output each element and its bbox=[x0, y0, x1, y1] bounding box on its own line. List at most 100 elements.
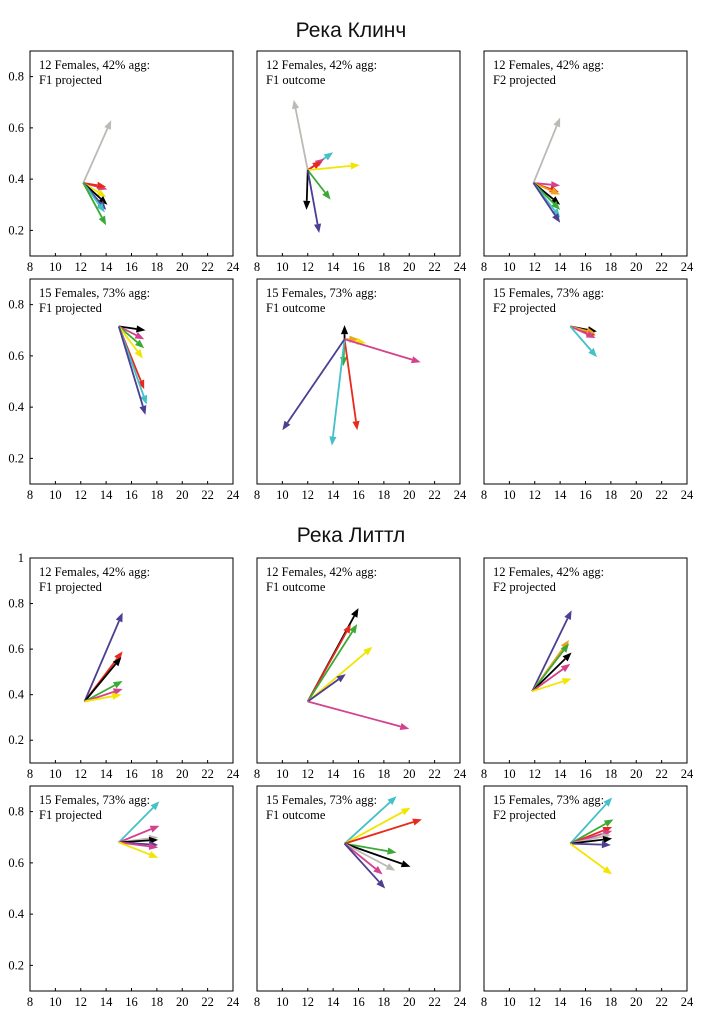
arrow-head bbox=[96, 189, 107, 198]
arrow-head bbox=[148, 851, 159, 858]
x-tick-label: 22 bbox=[201, 995, 214, 1009]
x-tick-label: 10 bbox=[49, 767, 62, 781]
arrow-shaft bbox=[344, 842, 403, 865]
x-tick-label: 16 bbox=[579, 995, 592, 1009]
x-tick-label: 8 bbox=[254, 488, 260, 502]
arrow-shaft bbox=[82, 128, 109, 184]
vector-arrow-green bbox=[344, 842, 397, 855]
x-tick-label: 16 bbox=[579, 260, 592, 274]
arrow-head bbox=[98, 196, 108, 205]
vector-arrow-cyan bbox=[569, 797, 613, 845]
vector-arrow-purple bbox=[307, 674, 346, 703]
x-tick-label: 16 bbox=[352, 260, 365, 274]
vector-arrow-black bbox=[83, 657, 122, 703]
y-tick-label: 0.2 bbox=[8, 733, 24, 747]
arrow-shaft bbox=[344, 811, 404, 845]
arrow-shaft bbox=[118, 325, 137, 330]
vector-arrow-magenta bbox=[569, 325, 596, 338]
vector-arrow-magenta bbox=[531, 663, 571, 692]
x-tick-label: 24 bbox=[454, 260, 467, 274]
vector-arrow-yellow bbox=[307, 162, 360, 172]
x-tick-label: 14 bbox=[327, 488, 340, 502]
chart-panel: 15 Females, 73% agg:F1 projected 8 10 12 14 1… bbox=[8, 278, 240, 502]
x-tick-label: 18 bbox=[151, 995, 164, 1009]
arrow-head bbox=[387, 796, 397, 805]
arrow-head bbox=[551, 200, 561, 210]
arrow-head bbox=[550, 196, 561, 205]
panel-label-group: 15 Females, 73% agg: bbox=[493, 793, 604, 807]
arrow-head bbox=[323, 152, 334, 161]
panel-label-generation: F2 projected bbox=[493, 808, 557, 822]
x-tick-label: 22 bbox=[201, 488, 214, 502]
arrow-shaft bbox=[307, 651, 367, 703]
arrow-shaft bbox=[118, 807, 154, 844]
vector-arrow-green bbox=[531, 643, 570, 692]
x-tick-label: 12 bbox=[529, 767, 542, 781]
vector-arrow-magenta bbox=[118, 841, 159, 850]
arrow-head bbox=[602, 836, 613, 844]
x-tick-label: 12 bbox=[302, 767, 315, 781]
arrow-shaft bbox=[307, 678, 340, 703]
arrow-shaft bbox=[84, 684, 116, 703]
arrow-shaft bbox=[343, 842, 377, 870]
vector-arrow-green bbox=[307, 169, 331, 200]
x-tick-label: 20 bbox=[630, 995, 643, 1009]
vector-arrow-gray bbox=[344, 842, 396, 871]
y-tick-label: 0.4 bbox=[8, 172, 24, 186]
vector-arrow-magenta bbox=[307, 700, 410, 730]
x-tick-label: 16 bbox=[352, 767, 365, 781]
x-tick-label: 8 bbox=[481, 260, 487, 274]
arrow-head bbox=[376, 879, 386, 889]
x-tick-label: 20 bbox=[630, 767, 643, 781]
x-tick-label: 20 bbox=[403, 767, 416, 781]
panel-label-generation: F1 outcome bbox=[266, 301, 326, 315]
panel-label-generation: F1 outcome bbox=[266, 73, 326, 87]
x-tick-label: 18 bbox=[151, 488, 164, 502]
vector-arrow-green bbox=[306, 624, 358, 702]
vector-arrow-magenta bbox=[343, 842, 383, 875]
x-tick-label: 20 bbox=[176, 767, 189, 781]
arrow-head bbox=[373, 865, 383, 875]
panel-label-group: 12 Females, 42% agg: bbox=[493, 58, 604, 72]
vector-arrow-purple bbox=[531, 610, 572, 692]
arrow-head bbox=[603, 797, 613, 807]
x-tick-label: 8 bbox=[254, 767, 260, 781]
arrow-shaft bbox=[307, 165, 351, 172]
arrow-shaft bbox=[82, 182, 103, 218]
arrow-shaft bbox=[532, 125, 558, 184]
x-tick-label: 8 bbox=[254, 260, 260, 274]
y-tick-label: 0.2 bbox=[8, 451, 24, 465]
panel-label-generation: F1 outcome bbox=[266, 808, 326, 822]
x-tick-label: 20 bbox=[630, 260, 643, 274]
vector-arrow-yellow bbox=[531, 678, 572, 693]
x-tick-label: 8 bbox=[481, 488, 487, 502]
arrow-head bbox=[550, 187, 561, 195]
x-tick-label: 22 bbox=[201, 767, 214, 781]
vector-arrow-orange bbox=[533, 182, 561, 195]
arrow-shaft bbox=[343, 801, 391, 845]
arrow-head bbox=[385, 863, 396, 871]
x-tick-label: 16 bbox=[125, 767, 138, 781]
arrow-head bbox=[560, 663, 571, 673]
arrow-head bbox=[96, 181, 107, 189]
x-tick-label: 14 bbox=[100, 260, 113, 274]
x-tick-label: 14 bbox=[554, 260, 567, 274]
x-tick-label: 22 bbox=[655, 260, 668, 274]
arrow-head bbox=[562, 652, 572, 662]
x-tick-label: 20 bbox=[630, 488, 643, 502]
x-tick-label: 18 bbox=[151, 767, 164, 781]
x-tick-label: 22 bbox=[428, 488, 441, 502]
x-tick-label: 12 bbox=[302, 260, 315, 274]
x-tick-label: 14 bbox=[327, 260, 340, 274]
arrow-head bbox=[329, 436, 337, 446]
x-tick-label: 10 bbox=[503, 767, 516, 781]
arrow-shaft bbox=[344, 338, 413, 361]
y-tick-label: 0.8 bbox=[8, 805, 24, 819]
arrow-head bbox=[303, 200, 311, 210]
x-tick-label: 14 bbox=[100, 488, 113, 502]
vector-arrow-gray bbox=[532, 117, 561, 184]
arrow-shaft bbox=[83, 620, 120, 702]
x-tick-label: 14 bbox=[100, 995, 113, 1009]
vector-arrow-yellow bbox=[307, 646, 373, 703]
arrow-head bbox=[115, 612, 123, 623]
